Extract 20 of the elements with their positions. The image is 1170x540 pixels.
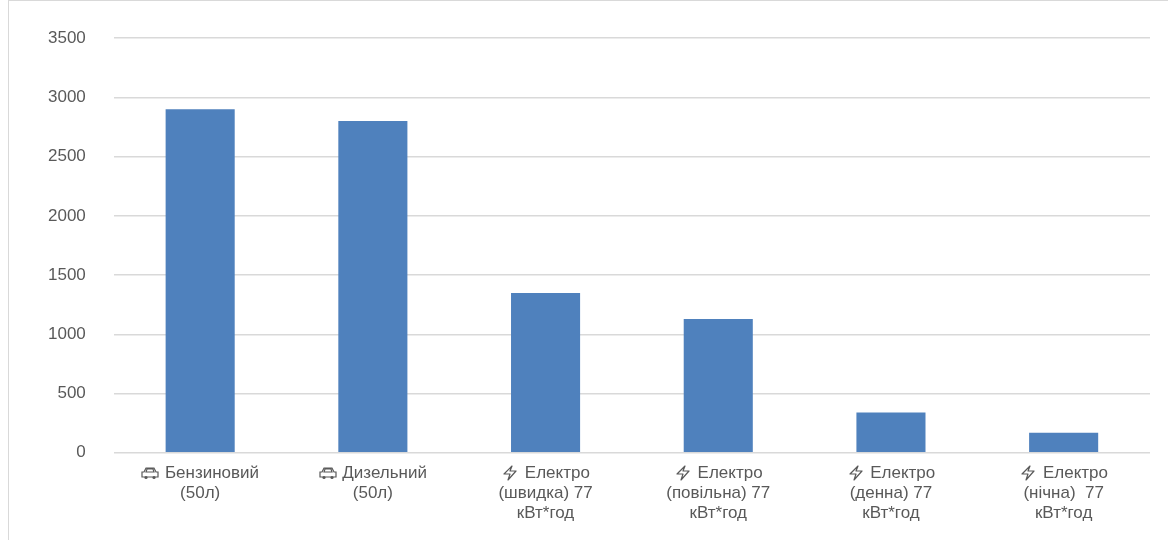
- y-tick-label: 500: [57, 383, 86, 403]
- x-tick-label: Бензиновий (50л): [141, 462, 260, 503]
- x-tick-label: Електро (нічна) 77 кВт*год: [1019, 462, 1108, 523]
- y-tick-label: 0: [76, 442, 86, 462]
- bar: [856, 412, 926, 453]
- y-tick-label: 2000: [47, 205, 86, 225]
- x-tick-label: Електро (повільна) 77 кВт*год: [666, 462, 771, 523]
- bar: [165, 109, 235, 453]
- bar: [683, 318, 753, 453]
- y-tick-label: 3000: [47, 87, 86, 107]
- x-tick-label: Електро (швидка) 77 кВт*год: [498, 462, 593, 523]
- x-tick-label: Дизельний (50л): [318, 462, 427, 503]
- y-tick-label: 2500: [47, 146, 86, 166]
- bar: [338, 121, 408, 453]
- y-tick-label: 3500: [47, 27, 86, 47]
- x-tick-label: Електро (денна) 77 кВт*год: [846, 462, 936, 523]
- bar: [511, 292, 581, 453]
- y-tick-label: 1000: [47, 324, 86, 344]
- y-tick-label: 1500: [47, 264, 86, 284]
- bar: [1029, 432, 1099, 453]
